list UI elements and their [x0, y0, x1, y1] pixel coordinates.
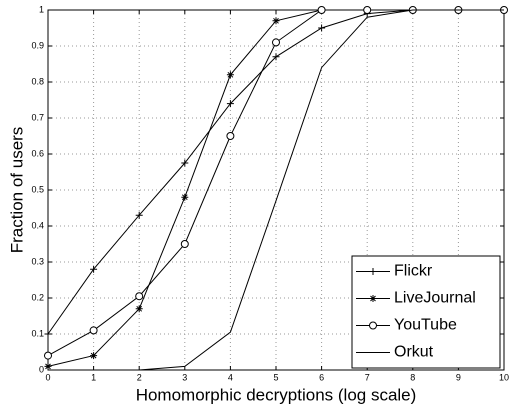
- marker: [369, 268, 377, 275]
- x-tick-label: 4: [228, 372, 233, 382]
- y-tick-label: 0.3: [31, 256, 44, 266]
- series-line: [48, 9, 504, 371]
- y-tick-label: 0.2: [31, 292, 44, 302]
- y-tick-label: 0.8: [31, 76, 44, 86]
- legend-label: Flickr: [394, 263, 433, 280]
- marker: [180, 240, 189, 248]
- x-axis-label: Homomorphic decryptions (log scale): [136, 385, 417, 404]
- marker: [44, 330, 52, 338]
- marker: [318, 24, 326, 32]
- marker: [369, 321, 377, 330]
- x-tick-label: 0: [45, 372, 50, 382]
- y-tick-label: 1: [39, 4, 44, 14]
- x-tick-label: 5: [273, 372, 278, 382]
- marker: [89, 326, 98, 335]
- marker: [363, 6, 372, 14]
- x-tick-label: 1: [91, 372, 96, 382]
- x-tick-label: 6: [319, 372, 324, 382]
- marker: [272, 17, 280, 25]
- y-tick-label: 0.5: [31, 184, 44, 194]
- x-tick-label: 2: [137, 372, 142, 382]
- marker: [181, 159, 189, 167]
- marker: [44, 362, 52, 370]
- y-axis-label: Fraction of users: [7, 127, 26, 254]
- x-tick-label: 8: [410, 372, 415, 382]
- marker: [272, 38, 280, 47]
- marker: [272, 53, 280, 61]
- x-tick-label: 7: [365, 372, 370, 382]
- marker: [135, 292, 144, 301]
- y-tick-label: 0.6: [31, 148, 44, 158]
- marker: [369, 295, 377, 302]
- x-tick-label: 3: [182, 372, 187, 382]
- marker: [135, 305, 143, 313]
- marker: [135, 211, 143, 219]
- legend-label: Orkut: [394, 344, 434, 361]
- marker: [226, 132, 235, 140]
- marker: [90, 352, 98, 360]
- legend-box: [351, 255, 501, 369]
- marker: [226, 71, 234, 79]
- y-tick-label: 0.1: [31, 328, 44, 338]
- y-tick-label: 0: [39, 364, 44, 374]
- marker: [181, 193, 189, 201]
- x-tick-label: 10: [499, 372, 509, 382]
- y-tick-label: 0.9: [31, 40, 44, 50]
- y-tick-label: 0.4: [31, 220, 44, 230]
- plot-frame: [47, 9, 505, 371]
- marker: [226, 100, 234, 108]
- x-tick-label: 9: [456, 372, 461, 382]
- y-tick-label: 0.7: [31, 112, 44, 122]
- legend-label: LiveJournal: [394, 290, 476, 307]
- legend-label: YouTube: [394, 317, 457, 334]
- marker: [90, 265, 98, 273]
- marker: [317, 6, 326, 14]
- marker: [44, 351, 52, 360]
